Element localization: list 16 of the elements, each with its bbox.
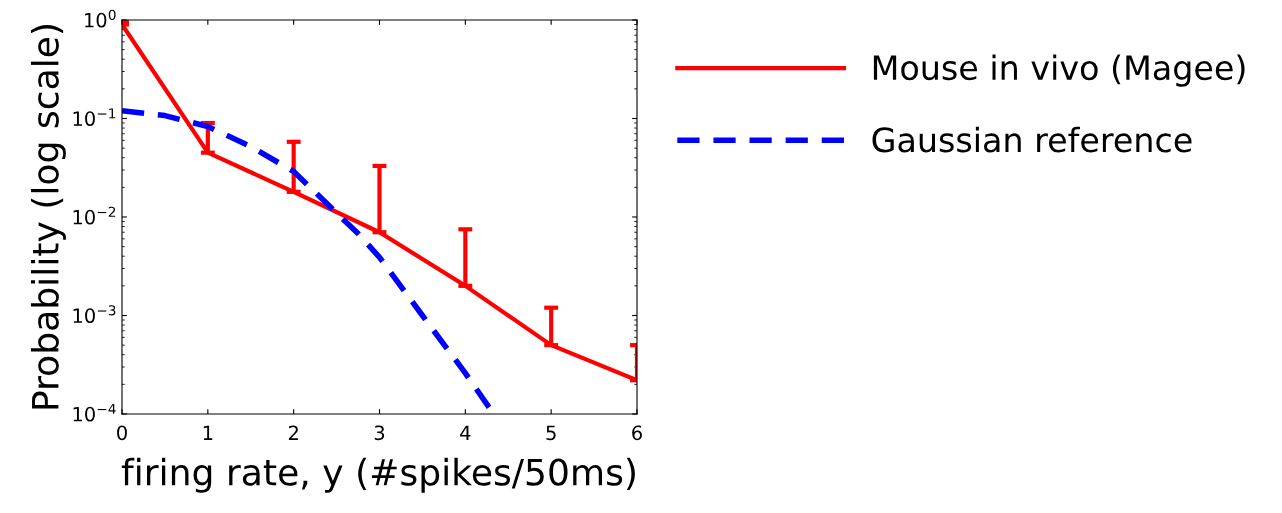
- y-tick-label: 10$^{−4}$: [73, 403, 116, 422]
- x-tick-label: 5: [546, 425, 556, 441]
- y-tick-label: 10$^{0}$: [85, 9, 116, 28]
- x-tick-label: 1: [203, 425, 213, 440]
- text: Gaussian reference: [872, 126, 1192, 153]
- x-tick-label: 6: [632, 425, 642, 441]
- text: Mouse in vivo (Magee): [873, 54, 1245, 87]
- x-tick-label: 0: [117, 425, 127, 441]
- x-axis-title: firing rate, y (#spikes/50ms): [121, 457, 635, 493]
- x-tick-label: 3: [374, 425, 385, 441]
- y-tick-label: 10$^{−3}$: [73, 305, 116, 324]
- x-tick-label: 2: [288, 425, 298, 440]
- y-axis-title: Probability (log scale): [30, 25, 66, 409]
- x-tick-label: 4: [460, 425, 471, 440]
- y-tick-label: 10$^{−2}$: [73, 206, 116, 225]
- y-tick-label: 10$^{−1}$: [73, 108, 116, 127]
